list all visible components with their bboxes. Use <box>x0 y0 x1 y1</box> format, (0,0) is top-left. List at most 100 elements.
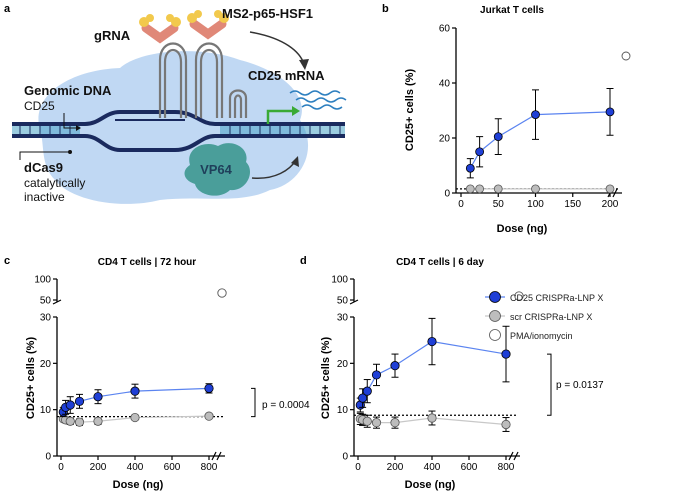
legend: CD25 CRISPRa-LNP X scr CRISPRa-LNP X PMA… <box>485 291 603 341</box>
data-point-scr <box>605 184 615 194</box>
data-point-crispra <box>605 107 615 117</box>
panel-label-c: c <box>4 255 10 267</box>
data-point-pma <box>217 288 227 298</box>
legend-marker-scr <box>489 310 501 322</box>
data-point-scr <box>371 418 382 428</box>
chart-b-title: Jurkat T cells <box>480 5 544 16</box>
chart-d-pvalue: p = 0.0137 <box>556 380 604 391</box>
data-point-scr <box>390 418 400 428</box>
y-tick-label: 30 <box>40 313 52 324</box>
data-point-crispra <box>531 110 540 120</box>
y-tick-label: 50 <box>40 296 52 307</box>
x-tick-label: 400 <box>424 462 441 473</box>
data-point-crispra <box>390 361 400 371</box>
x-tick-label: 50 <box>493 199 505 210</box>
significance-bracket <box>547 353 552 416</box>
chart-c-plot: 0 10 20 30 0 200 400 600 800 50 100 <box>34 275 256 473</box>
x-tick-label: 600 <box>164 462 181 473</box>
panel-b-chart: b Jurkat T cells CD25+ cells (%) Dose (n… <box>382 3 631 235</box>
x-tick-label: 0 <box>355 462 361 473</box>
y-tick-label: 10 <box>337 405 349 416</box>
cd25-gene-label: CD25 <box>24 99 55 113</box>
data-point-scr <box>475 184 485 194</box>
chart-b-ylabel: CD25+ cells (%) <box>404 69 416 152</box>
panel-a-schematic: a <box>4 3 347 204</box>
transcription-start-arrow <box>266 106 300 124</box>
pointer-dot <box>68 150 72 154</box>
axis-break-mark <box>508 451 514 461</box>
chart-d-title: CD4 T cells | 6 day <box>396 257 484 268</box>
data-point-crispra <box>501 349 511 359</box>
cd25-mrna-label: CD25 mRNA <box>248 68 325 83</box>
dcas9-pointer <box>19 151 68 160</box>
y-tick-label: 20 <box>439 134 451 145</box>
panel-label-d: d <box>300 255 307 267</box>
axis-break-mark <box>52 299 62 305</box>
chart-c-xlabel: Dose (ng) <box>113 479 164 491</box>
data-point-scr <box>531 184 540 194</box>
axis-break-mark <box>513 451 519 461</box>
curved-arrow-to-mrna <box>249 31 305 65</box>
chart-d-plot: 0 10 20 30 0 200 400 600 800 50 100 <box>331 275 552 473</box>
chart-d-ylabel: CD25+ cells (%) <box>320 337 332 420</box>
data-point-crispra <box>362 386 372 396</box>
chart-c-ylabel: CD25+ cells (%) <box>25 337 37 420</box>
panel-label-b: b <box>382 3 389 15</box>
axis-break-mark <box>216 451 222 461</box>
data-point-crispra <box>130 386 140 396</box>
data-point-crispra <box>65 400 75 410</box>
y-tick-label: 30 <box>337 313 349 324</box>
x-tick-label: 200 <box>90 462 107 473</box>
x-tick-label: 200 <box>387 462 404 473</box>
chart-c-pvalue: p = 0.0004 <box>262 400 310 411</box>
data-point-crispra <box>465 163 475 173</box>
y-tick-label: 0 <box>45 452 51 463</box>
dcas9-note-line2: inactive <box>24 190 65 204</box>
arrowhead-icon <box>291 156 299 167</box>
vp64-label: VP64 <box>200 162 233 177</box>
grna-label: gRNA <box>94 28 131 43</box>
x-tick-label: 0 <box>58 462 64 473</box>
data-point-scr <box>362 416 372 426</box>
series-line-crispra <box>359 340 507 406</box>
data-point-crispra <box>74 396 85 406</box>
y-tick-label: 20 <box>40 359 52 370</box>
dcas9-label: dCas9 <box>24 160 63 175</box>
axis-break-mark <box>612 188 618 198</box>
y-tick-label: 0 <box>342 452 348 463</box>
y-tick-label: 10 <box>40 405 52 416</box>
chart-b-plot: 0 20 40 60 0 50 100 150 200 <box>439 24 631 210</box>
arrowhead-icon <box>299 59 309 70</box>
data-point-scr <box>130 412 140 423</box>
data-point-crispra <box>475 147 485 157</box>
dna-pointer <box>63 113 78 129</box>
legend-marker-crispra <box>489 291 501 303</box>
x-tick-label: 800 <box>498 462 515 473</box>
arrowhead-icon <box>76 125 81 131</box>
x-tick-label: 800 <box>201 462 218 473</box>
chart-d-xlabel: Dose (ng) <box>405 479 456 491</box>
legend-label-pma: PMA/ionomycin <box>510 331 573 341</box>
y-tick-label: 0 <box>444 189 450 200</box>
data-point-scr <box>501 419 511 430</box>
panel-c-chart: c CD4 T cells | 72 hour CD25+ cells (%) … <box>4 255 310 491</box>
ms2-label: MS2-p65-HSF1 <box>222 6 313 21</box>
data-point-scr <box>65 416 75 426</box>
y-tick-label: 100 <box>34 275 51 286</box>
data-point-scr <box>204 411 214 421</box>
data-point-pma <box>621 51 631 61</box>
data-point-crispra <box>371 370 382 380</box>
y-tick-label: 40 <box>439 79 451 90</box>
legend-label-scr: scr CRISPRa-LNP X <box>510 312 592 322</box>
chart-c-title: CD4 T cells | 72 hour <box>98 257 196 268</box>
x-tick-label: 400 <box>127 462 144 473</box>
axis-break-mark <box>211 451 217 461</box>
y-tick-label: 100 <box>331 275 348 286</box>
x-tick-label: 150 <box>564 199 581 210</box>
data-point-crispra <box>427 336 437 347</box>
vp64-domain: VP64 <box>184 143 251 196</box>
x-tick-label: 600 <box>461 462 478 473</box>
legend-label-crispra: CD25 CRISPRa-LNP X <box>510 293 603 303</box>
data-point-scr <box>74 417 85 427</box>
